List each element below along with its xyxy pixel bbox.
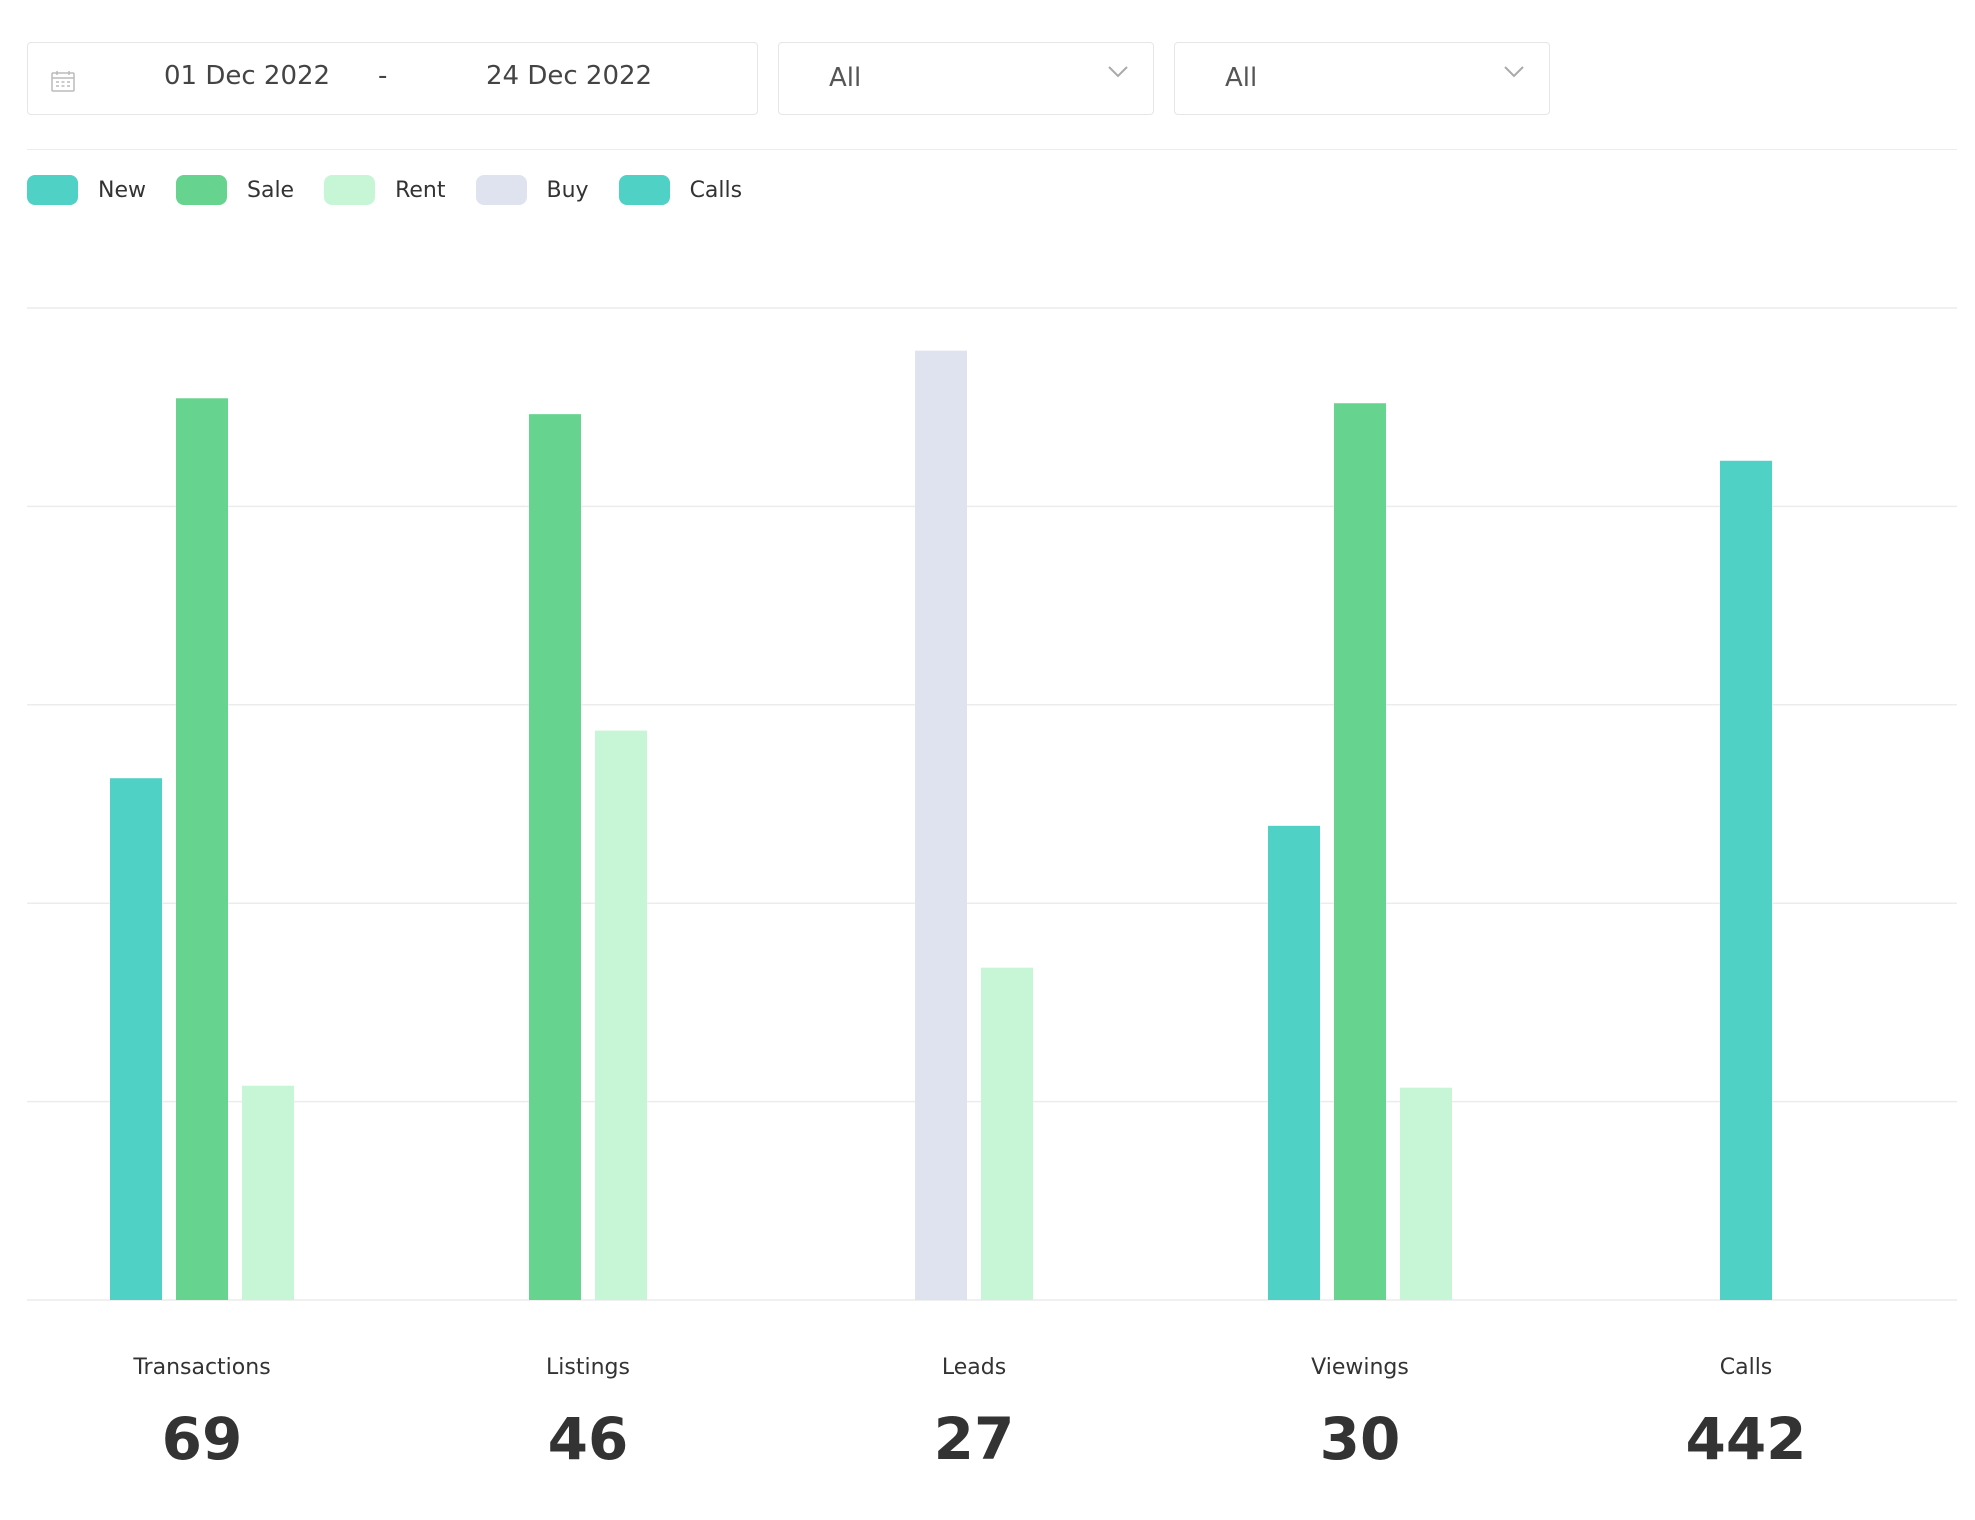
category-total: 30: [1319, 1405, 1401, 1473]
legend-item-buy[interactable]: Buy: [475, 175, 589, 205]
category-label: Transactions: [133, 1355, 271, 1380]
category-label: Viewings: [1311, 1355, 1409, 1380]
legend-swatch: [475, 175, 527, 205]
bar-leads-buy[interactable]: [915, 350, 967, 1300]
date-separator: -: [378, 61, 388, 91]
legend-label: Buy: [546, 177, 589, 203]
bar-leads-rent[interactable]: [981, 967, 1033, 1300]
filter-select-1[interactable]: All: [778, 42, 1154, 115]
legend-swatch: [176, 175, 227, 205]
legend-label: Calls: [689, 177, 743, 203]
filter-select-2-value: All: [1225, 63, 1258, 93]
legend-swatch: [618, 175, 670, 205]
legend-item-new[interactable]: New: [27, 175, 146, 205]
chevron-down-icon: [1108, 66, 1128, 78]
legend-label: Rent: [395, 177, 446, 203]
category-total: 27: [933, 1405, 1015, 1473]
bar-calls-calls[interactable]: [1720, 460, 1772, 1300]
legend-label: Sale: [247, 177, 295, 203]
legend-item-rent[interactable]: Rent: [324, 175, 446, 205]
bar-listings-sale[interactable]: [529, 414, 581, 1300]
divider: [27, 149, 1957, 150]
category-total: 46: [547, 1405, 629, 1473]
bar-listings-rent[interactable]: [595, 730, 647, 1300]
category-total: 69: [161, 1405, 243, 1473]
bar-chart: [27, 307, 1957, 1301]
filter-select-2[interactable]: All: [1174, 42, 1550, 115]
chevron-down-icon: [1504, 66, 1524, 78]
legend-swatch: [27, 175, 78, 205]
date-from[interactable]: 01 Dec 2022: [164, 61, 331, 91]
bar-transactions-new[interactable]: [110, 778, 162, 1300]
bar-viewings-rent[interactable]: [1400, 1087, 1452, 1300]
category-label: Calls: [1719, 1355, 1773, 1380]
bar-viewings-sale[interactable]: [1334, 403, 1386, 1300]
chart-legend: New Sale Rent Buy Calls: [27, 175, 772, 205]
legend-label: New: [98, 177, 146, 203]
calendar-icon: [51, 71, 75, 92]
bar-transactions-rent[interactable]: [242, 1085, 294, 1300]
filter-bar: 01 Dec 2022 - 24 Dec 2022 All All: [27, 42, 1550, 115]
bar-transactions-sale[interactable]: [176, 398, 228, 1301]
date-to[interactable]: 24 Dec 2022: [486, 61, 653, 91]
filter-select-1-value: All: [829, 63, 862, 93]
category-label: Leads: [941, 1355, 1007, 1380]
category-total: 442: [1685, 1405, 1807, 1473]
legend-swatch: [324, 175, 376, 205]
legend-item-sale[interactable]: Sale: [176, 175, 294, 205]
legend-item-calls[interactable]: Calls: [618, 175, 743, 205]
date-range-picker[interactable]: 01 Dec 2022 - 24 Dec 2022: [27, 42, 758, 115]
bar-viewings-new[interactable]: [1268, 825, 1320, 1300]
category-label: Listings: [546, 1355, 630, 1380]
